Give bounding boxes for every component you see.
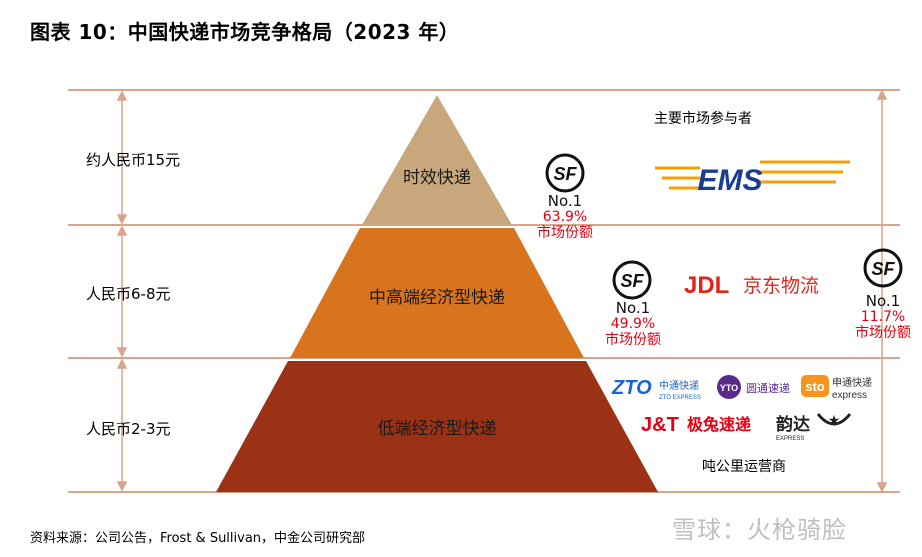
sf-share-1: No.1 63.9% 市场份额 — [535, 193, 595, 241]
tier-price-1: 人民币6-8元 — [86, 283, 171, 304]
svg-text:JDL: JDL — [684, 272, 729, 299]
svg-text:EXPRESS: EXPRESS — [776, 436, 804, 442]
right-arrow — [878, 91, 886, 491]
yto-logo: YTO 圆通速递 — [717, 375, 790, 399]
svg-text:ZTO EXPRESS: ZTO EXPRESS — [659, 395, 701, 401]
tier-name-1: 中高端经济型快递 — [337, 283, 537, 308]
jt-logo: J&T 极兔速递 — [641, 414, 751, 436]
sf-logo-1: SF — [547, 155, 583, 191]
svg-text:J&T: J&T — [641, 414, 679, 436]
zto-logo: ZTO 中通快递 ZTO EXPRESS — [611, 377, 701, 401]
svg-text:京东物流: 京东物流 — [743, 275, 819, 297]
tier-name-2: 低端经济型快递 — [337, 414, 537, 439]
sf-share-2: No.1 49.9% 市场份额 — [600, 300, 666, 348]
yunda-logo: 韵达 EXPRESS ★ — [776, 413, 850, 442]
svg-text:YTO: YTO — [720, 383, 738, 393]
svg-text:圆通速递: 圆通速递 — [746, 381, 790, 395]
tier-price-0: 约人民币15元 — [86, 149, 180, 170]
sf-share-3: No.1 11.7% 市场份额 — [850, 293, 916, 341]
sf-rank-2: No.1 — [600, 300, 666, 316]
svg-text:EMS: EMS — [697, 164, 762, 197]
sf-share-label-1: 市场份额 — [535, 225, 595, 241]
sf-logo-3: SF — [865, 250, 901, 286]
svg-text:★: ★ — [828, 413, 841, 429]
svg-text:SF: SF — [871, 259, 895, 279]
sf-share-label-3: 市场份额 — [850, 325, 916, 341]
ems-logo: EMS — [655, 162, 850, 197]
sf-rank-1: No.1 — [535, 193, 595, 209]
svg-text:中通快递: 中通快递 — [659, 379, 699, 392]
svg-text:ZTO: ZTO — [611, 377, 652, 399]
svg-text:express: express — [832, 390, 867, 401]
tier-price-2: 人民币2-3元 — [86, 418, 171, 439]
tier-top — [362, 95, 512, 225]
participants-label: 主要市场参与者 — [654, 108, 752, 128]
svg-text:sto: sto — [805, 379, 825, 394]
sto-logo: sto 申通快递 express — [801, 375, 872, 401]
operators-label: 吨公里运营商 — [702, 456, 786, 476]
sf-share-value-3: 11.7% — [850, 309, 916, 325]
svg-text:SF: SF — [553, 164, 577, 184]
svg-text:SF: SF — [620, 271, 644, 291]
sf-logo-2: SF — [614, 262, 650, 298]
jd-logo: JDL 京东物流 — [684, 272, 819, 299]
tier-name-0: 时效快递 — [382, 163, 492, 188]
source-note: 资料来源：公司公告，Frost & Sullivan，中金公司研究部 — [30, 527, 365, 546]
svg-text:极兔速递: 极兔速递 — [687, 415, 751, 434]
sf-share-value-2: 49.9% — [600, 316, 666, 332]
svg-text:申通快递: 申通快递 — [832, 376, 872, 389]
svg-text:韵达: 韵达 — [776, 414, 810, 435]
sf-rank-3: No.1 — [850, 293, 916, 309]
watermark-text: 雪球：火枪骑脸 — [672, 510, 847, 545]
sf-share-value-1: 63.9% — [535, 209, 595, 225]
sf-share-label-2: 市场份额 — [600, 332, 666, 348]
